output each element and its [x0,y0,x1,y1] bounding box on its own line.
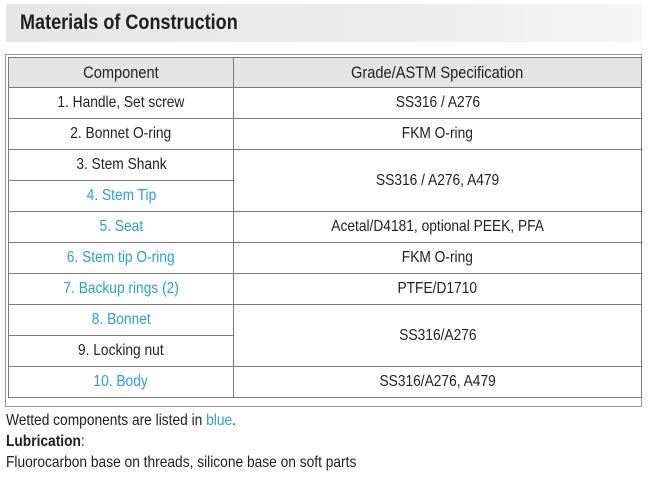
spec-cell: FKM O-ring [233,242,642,274]
spec-cell: PTFE/D1710 [233,273,642,305]
spec-cell: FKM O-ring [233,118,642,150]
component-cell-wetted: 10. Body [8,366,234,398]
component-cell: 1. Handle, Set screw [8,87,234,119]
table-row: 2. Bonnet O-ring FKM O-ring [8,118,642,150]
page-title: Materials of Construction [20,11,238,34]
component-cell-wetted: 6. Stem tip O-ring [8,242,234,274]
table-row: 3. Stem Shank SS316 / A276, A479 [8,149,642,212]
spec-cell: SS316/A276, A479 [233,366,642,398]
component-cell-wetted: 7. Backup rings (2) [8,273,234,305]
spec-cell: SS316 / A276, A479 [233,149,642,212]
wetted-note-color-word: blue [206,412,233,429]
wetted-note-suffix: . [232,412,236,429]
table-row: 9. Locking nut [8,335,642,367]
table-row: 1. Handle, Set screw SS316 / A276 [8,87,642,119]
table-row: 6. Stem tip O-ring FKM O-ring [8,242,642,274]
spec-cell: SS316/A276 [233,304,642,367]
table-row: 7. Backup rings (2) PTFE/D1710 [8,273,642,305]
column-header-specification: Grade/ASTM Specification [233,57,642,88]
title-bar: Materials of Construction [6,4,642,42]
component-cell: 3. Stem Shank [8,149,234,181]
component-cell-wetted: 8. Bonnet [8,304,234,336]
lubrication-heading: Lubrication: [6,431,356,452]
column-header-component: Component [8,57,234,88]
wetted-note-prefix: Wetted components are listed in [6,412,207,429]
lubrication-colon: : [80,433,85,450]
table-row: 10. Body SS316/A276, A479 [8,366,642,398]
spec-cell: SS316 / A276 [233,87,642,119]
table-row: 8. Bonnet SS316/A276 [8,304,642,367]
materials-table: Component Grade/ASTM Specification 1. Ha… [8,57,642,398]
spec-cell: Acetal/D4181, optional PEEK, PFA [233,211,642,243]
table-row: 5. Seat Acetal/D4181, optional PEEK, PFA [8,211,642,243]
table-header-row: Component Grade/ASTM Specification [8,57,642,88]
component-cell: 9. Locking nut [8,335,234,367]
notes-block: Wetted components are listed in blue. Lu… [6,410,413,473]
lubrication-text: Fluorocarbon base on threads, silicone b… [6,454,357,471]
wetted-note: Wetted components are listed in blue. [6,410,356,431]
component-cell-wetted: 5. Seat [8,211,234,243]
lubrication-label: Lubrication [6,433,81,450]
component-cell: 2. Bonnet O-ring [8,118,234,150]
component-cell-wetted: 4. Stem Tip [8,180,234,212]
